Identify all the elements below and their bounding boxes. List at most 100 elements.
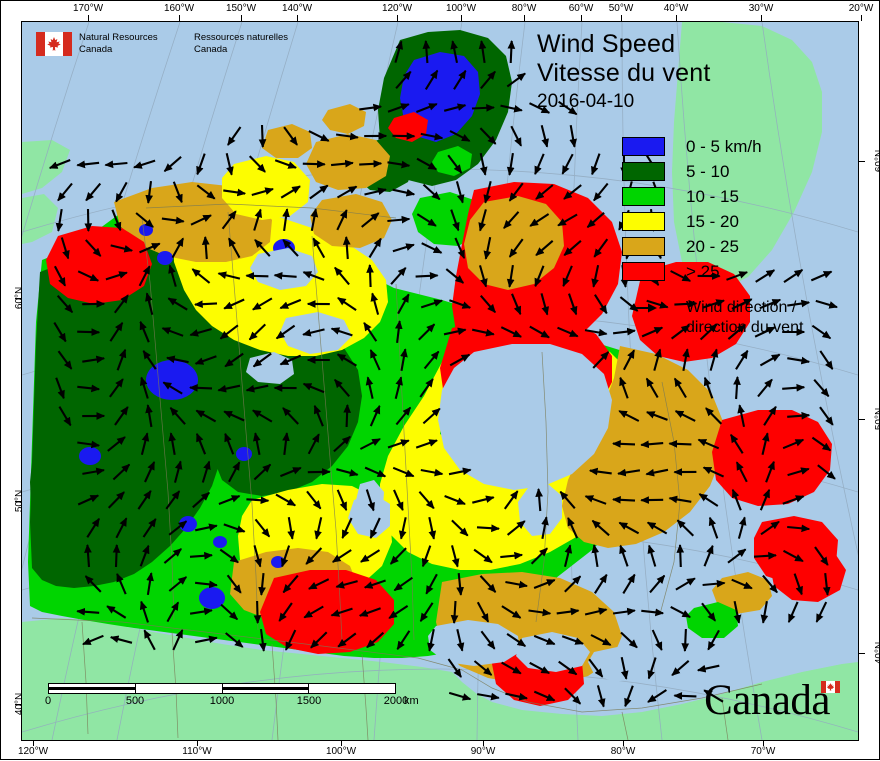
wind-direction-arrow	[454, 601, 455, 623]
axis-top: 170°W 160°W 150°W 140°W 120°W 100°W 80°W 60°W 50…	[1, 1, 880, 21]
graticule-tick	[859, 419, 865, 420]
scale-segment	[223, 684, 310, 693]
wind-direction-arrow	[116, 545, 117, 567]
legend-swatch	[622, 137, 665, 156]
legend-row: 5 - 10	[622, 159, 803, 184]
graticule-label-right: 50°N	[874, 408, 880, 430]
maple-leaf-icon	[826, 682, 835, 692]
wind-direction-arrow	[262, 125, 263, 147]
scale-segment	[309, 684, 395, 693]
graticule-label-top: 30°W	[749, 3, 774, 14]
scale-unit-label: km	[404, 695, 419, 707]
graticule-label-top: 140°W	[282, 3, 312, 14]
wind-direction-arrow	[246, 276, 268, 277]
graticule-label-bottom: 90°W	[471, 746, 496, 757]
graticule-tick	[33, 741, 34, 746]
wind-direction-arrow	[190, 388, 212, 389]
graticule-label-bottom: 120°W	[18, 746, 48, 757]
scale-segment	[136, 684, 223, 693]
graticule-label-top: 150°W	[226, 3, 256, 14]
canada-flag-icon	[821, 681, 840, 693]
wind-direction-arrow	[77, 332, 99, 333]
graticule-label-bottom: 70°W	[751, 746, 776, 757]
graticule-tick	[197, 741, 198, 746]
wind-direction-label-fr: direction du vent	[686, 319, 803, 336]
wind-direction-arrow	[613, 444, 635, 445]
arrow-right-icon	[622, 298, 667, 318]
scale-bar-graphic	[48, 683, 396, 694]
legend-label: 20 - 25	[686, 237, 739, 257]
legend-swatch	[622, 262, 665, 281]
legend-wind-direction: Wind direction / direction du vent	[622, 298, 803, 338]
map-region	[79, 447, 101, 465]
graticule-tick	[623, 741, 624, 746]
wind-direction-arrow	[613, 499, 635, 500]
graticule-label-top: 60°W	[569, 3, 594, 14]
wind-direction-arrow	[246, 499, 268, 500]
wind-direction-arrow	[472, 108, 494, 109]
map-title-en: Wind Speed	[537, 30, 710, 59]
legend-label: > 25	[686, 262, 720, 282]
map-region	[213, 536, 227, 548]
wind-direction-arrow	[359, 163, 381, 164]
wind-direction-arrow	[736, 377, 737, 399]
graticule-tick	[341, 741, 342, 746]
legend-swatch	[622, 162, 665, 181]
legend-row: > 25	[622, 259, 803, 284]
scale-tick-label: 0	[45, 695, 51, 707]
legend-label: 5 - 10	[686, 162, 729, 182]
scale-tick-label: 500	[126, 695, 144, 707]
scale-tick-label: 1500	[297, 695, 321, 707]
graticule-label-bottom: 100°W	[326, 746, 356, 757]
graticule-label-top: 80°W	[512, 3, 537, 14]
wind-direction-arrow	[416, 275, 438, 276]
agency-name-fr-line1: Ressources naturelles	[194, 32, 288, 43]
canada-flag-icon	[36, 32, 72, 56]
legend-label: 15 - 20	[686, 212, 739, 232]
map-region	[157, 251, 173, 265]
legend-row: 15 - 20	[622, 209, 803, 234]
agency-name-fr-line2: Canada	[194, 44, 227, 55]
graticule-label-top: 120°W	[382, 3, 412, 14]
wind-direction-arrow	[669, 444, 691, 445]
title-block: Wind Speed Vitesse du vent 2016-04-10	[537, 30, 710, 115]
wind-direction-arrow	[347, 405, 348, 427]
graticule-tick	[763, 741, 764, 746]
agency-name-en-line2: Canada	[79, 44, 112, 55]
graticule-tick	[859, 653, 865, 654]
wind-direction-arrow	[370, 265, 371, 287]
graticule-label-top: 100°W	[446, 3, 476, 14]
graticule-label-top: 170°W	[73, 3, 103, 14]
canada-wordmark: Canada	[704, 679, 840, 722]
wind-direction-label-en: Wind direction /	[686, 299, 796, 316]
agency-name-en-line1: Natural Resources	[79, 32, 158, 43]
graticule-tick	[483, 741, 484, 746]
legend-label: 0 - 5 km/h	[686, 137, 762, 157]
wind-direction-arrow	[257, 601, 258, 623]
map-region	[712, 410, 832, 506]
legend-row: 0 - 5 km/h	[622, 134, 803, 159]
maple-leaf-icon	[46, 35, 62, 53]
map-region	[236, 447, 252, 461]
graticule-label-top: 160°W	[164, 3, 194, 14]
graticule-label-right: 60°N	[874, 150, 880, 172]
scale-tick-label: 1000	[210, 695, 234, 707]
graticule-tick	[859, 161, 865, 162]
wind-direction-arrow	[303, 164, 325, 165]
graticule-label-top: 50°W	[609, 3, 634, 14]
wind-direction-arrow	[754, 555, 776, 556]
graticule-label-top: 40°W	[664, 3, 689, 14]
graticule-label-bottom: 110°W	[182, 746, 211, 757]
wind-direction-arrow	[195, 303, 217, 304]
